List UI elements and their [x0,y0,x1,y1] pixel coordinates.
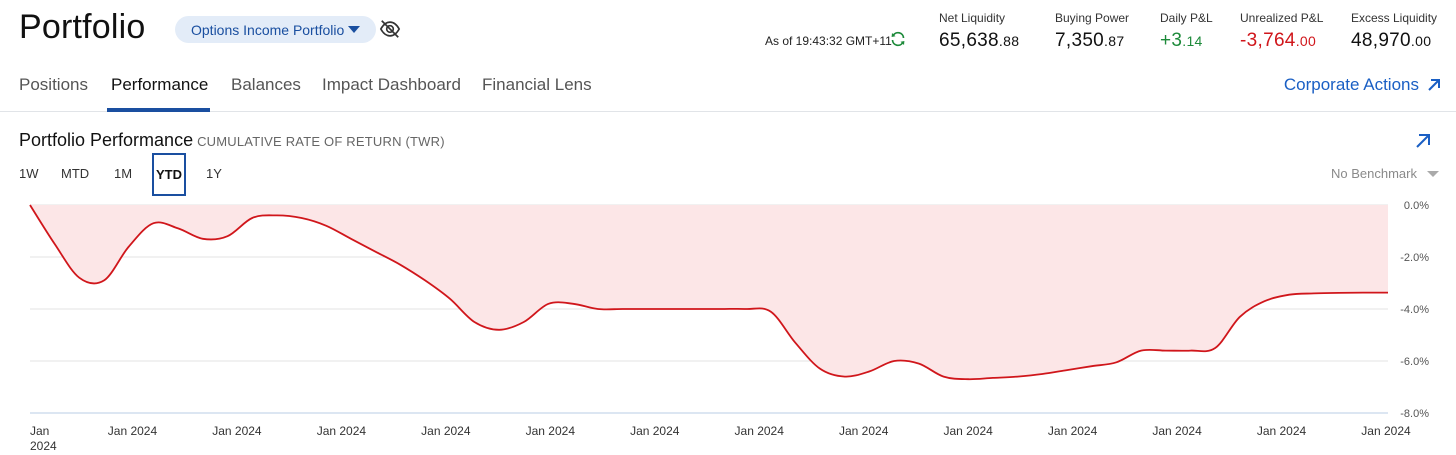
range-mtd-button[interactable]: MTD [61,166,90,181]
tab-positions[interactable]: Positions [19,75,88,94]
y-tick-label: -6.0% [1400,356,1429,368]
metric-buying-power: Buying Power 7,350.87 [1055,11,1129,52]
x-tick-label: Jan 2024 [1257,424,1307,438]
y-tick-label: 0.0% [1404,200,1429,212]
x-tick-label: Jan 2024 [839,424,889,438]
x-tick-label: Jan 2024 [1152,424,1202,438]
refresh-icon[interactable] [890,31,906,47]
range-ytd-button[interactable]: YTD [152,153,186,196]
metric-label: Daily P&L [1160,11,1213,25]
y-tick-label: -2.0% [1400,252,1429,264]
x-tick-label: Jan 2024 [1048,424,1098,438]
x-tick-label: Jan 2024 [630,424,680,438]
metric-decimals: .88 [998,33,1020,49]
x-tick-label: Jan 2024 [526,424,576,438]
metric-value: +3 [1160,30,1183,51]
x-tick-label: Jan 2024 [735,424,785,438]
metric-value: 65,638 [939,30,999,51]
eye-off-icon[interactable] [379,18,401,40]
x-tick-label: Jan 2024 [108,424,158,438]
metric-decimals: .00 [1295,33,1317,49]
tab-performance[interactable]: Performance [111,75,209,94]
metric-value: 7,350 [1055,30,1105,51]
tab-bar: Positions Performance Balances Impact Da… [0,60,1456,112]
portfolio-selector[interactable]: Options Income Portfolio [175,16,376,43]
benchmark-label: No Benchmark [1331,166,1417,181]
metric-value: 48,970 [1351,30,1411,51]
x-tick-label: Jan 2024 [317,424,367,438]
performance-header: Portfolio Performance CUMULATIVE RATE OF … [19,130,445,151]
portfolio-selector-label: Options Income Portfolio [191,21,345,38]
x-tick-label: Jan 2024 [1361,424,1411,438]
performance-subtitle: CUMULATIVE RATE OF RETURN (TWR) [197,134,445,149]
benchmark-dropdown[interactable]: No Benchmark [1331,166,1439,181]
caret-down-icon [348,26,360,33]
metric-decimals: .14 [1182,33,1203,49]
metric-label: Net Liquidity [939,11,1006,25]
caret-down-icon [1427,170,1439,177]
metric-value: -3,764 [1240,30,1296,51]
range-1m-button[interactable]: 1M [114,166,133,181]
corporate-actions-label: Corporate Actions [1283,75,1419,94]
performance-title: Portfolio Performance [19,130,194,150]
x-tick-label: Jan 2024 [421,424,471,438]
range-1y-button[interactable]: 1Y [206,166,222,181]
metric-decimals: .00 [1410,33,1432,49]
y-tick-label: -4.0% [1400,304,1429,316]
series-line [29,204,1388,381]
metric-label: Excess Liquidity [1351,11,1438,25]
area-fill [30,205,1388,380]
range-1w-button[interactable]: 1W [19,166,39,181]
x-tick-label: Jan 2024 [30,424,57,453]
metric-label: Buying Power [1055,11,1130,25]
metric-excess-liquidity: Excess Liquidity 48,970.00 [1351,11,1437,52]
metric-net-liquidity: Net Liquidity 65,638.88 [939,11,1019,52]
metric-decimals: .87 [1104,33,1125,49]
expand-arrow-icon[interactable] [1414,132,1432,150]
x-tick-label: Jan 2024 [943,424,993,438]
tab-impact-dashboard[interactable]: Impact Dashboard [322,75,461,94]
metric-unrealized-pnl: Unrealized P&L -3,764.00 [1240,11,1323,52]
corporate-actions-link[interactable]: Corporate Actions [1284,75,1441,95]
active-tab-indicator [107,108,210,112]
page-title: Portfolio [19,8,146,46]
performance-chart: 0.0% -2.0% -4.0% -6.0% -8.0% Jan 2024 Jan 2024 J… [29,200,1429,453]
tab-financial-lens[interactable]: Financial Lens [482,75,592,94]
metric-label: Unrealized P&L [1240,11,1324,25]
external-arrow-icon [1428,79,1440,91]
metric-daily-pnl: Daily P&L +3.14 [1160,11,1213,52]
y-tick-label: -8.0% [1400,408,1429,420]
x-tick-label: Jan 2024 [212,424,262,438]
tab-balances[interactable]: Balances [231,75,301,94]
as-of-timestamp: As of 19:43:32 GMT+11 [765,34,892,48]
